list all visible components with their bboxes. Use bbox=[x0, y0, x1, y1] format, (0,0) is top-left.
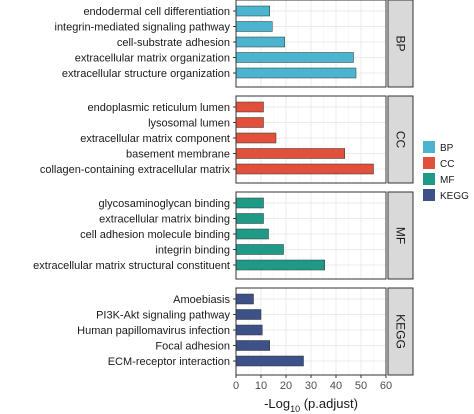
bar-mf-1 bbox=[235, 197, 264, 209]
category-label: integrin-mediated signaling pathway bbox=[55, 22, 231, 34]
bar-cc-3 bbox=[235, 132, 277, 144]
legend-label-bp: BP bbox=[440, 143, 454, 154]
bar-kegg-1 bbox=[235, 293, 254, 305]
facet-strip bbox=[387, 287, 414, 376]
category-label: collagen-containing extracellular matrix bbox=[40, 164, 231, 176]
bar-cc-1 bbox=[235, 101, 264, 113]
category-label: extracellular structure organization bbox=[62, 68, 230, 80]
bar-cc-5 bbox=[235, 163, 374, 175]
category-label: Amoebiasis bbox=[173, 294, 230, 306]
panel-cc: endoplasmic reticulum lumen lysosomal lum… bbox=[40, 95, 414, 184]
bar-cc-4 bbox=[235, 148, 345, 159]
bar-kegg-5 bbox=[235, 355, 304, 367]
bar-mf-3 bbox=[235, 228, 269, 240]
category-label: extracellular matrix component bbox=[80, 133, 230, 145]
bar-bp-4 bbox=[235, 52, 354, 63]
category-label: glycosaminoglycan binding bbox=[99, 198, 230, 210]
bar-kegg-2 bbox=[235, 309, 262, 320]
category-label: basement membrane bbox=[126, 149, 230, 161]
x-tick-label: 0 bbox=[233, 380, 239, 392]
x-tick-label: 50 bbox=[355, 380, 367, 392]
facet-strip bbox=[387, 0, 414, 88]
x-tick-label: 60 bbox=[380, 380, 392, 392]
category-label: Focal adhesion bbox=[155, 341, 230, 353]
x-axis-title-main: -Log bbox=[264, 396, 290, 411]
legend-label-kegg: KEGG bbox=[440, 191, 469, 202]
category-label: PI3K-Akt signaling pathway bbox=[96, 310, 230, 322]
x-tick-label: 20 bbox=[280, 380, 292, 392]
bar-cc-2 bbox=[235, 117, 264, 128]
legend: BP CC MF KEGG bbox=[423, 141, 469, 202]
bar-bp-5 bbox=[235, 67, 357, 79]
x-tick-label: 40 bbox=[330, 380, 342, 392]
category-label: endodermal cell differentiation bbox=[83, 6, 230, 18]
facet-strip bbox=[387, 191, 414, 280]
legend-swatch-bp bbox=[423, 141, 435, 153]
category-label: cell adhesion molecule binding bbox=[80, 229, 230, 241]
panel-border bbox=[235, 0, 387, 88]
facet-strip-label: CC bbox=[394, 131, 408, 149]
legend-swatch-kegg bbox=[423, 189, 435, 201]
category-label: cell-substrate adhesion bbox=[117, 37, 230, 49]
category-label: endoplasmic reticulum lumen bbox=[88, 102, 230, 114]
category-label: extracellular matrix binding bbox=[99, 214, 230, 226]
category-label: integrin binding bbox=[155, 245, 230, 257]
x-axis-title-rest: (p.adjust) bbox=[300, 396, 358, 411]
legend-label-cc: CC bbox=[440, 159, 454, 170]
facet-strip-label: MF bbox=[394, 227, 408, 244]
bar-bp-2 bbox=[235, 21, 273, 32]
x-tick-label: 10 bbox=[255, 380, 267, 392]
category-label: ECM-receptor interaction bbox=[108, 356, 230, 368]
panel-border bbox=[235, 191, 387, 280]
bar-bp-3 bbox=[235, 36, 285, 48]
category-label: Human papillomavirus infection bbox=[77, 325, 230, 337]
bar-mf-2 bbox=[235, 213, 264, 224]
panel-kegg: Amoebiasis PI3K-Akt signaling pathway Huma… bbox=[77, 287, 414, 376]
legend-label-mf: MF bbox=[440, 175, 454, 186]
x-axis-title-subscript: 10 bbox=[290, 404, 300, 414]
bar-mf-4 bbox=[235, 244, 284, 255]
legend-swatch-cc bbox=[423, 157, 435, 169]
x-axis-title: -Log10 (p.adjust) bbox=[264, 396, 358, 414]
category-label: extracellular matrix organization bbox=[75, 53, 230, 65]
legend-swatch-mf bbox=[423, 173, 435, 185]
facet-strip bbox=[387, 95, 414, 184]
panel-mf: glycosaminoglycan binding extracellular m… bbox=[33, 191, 414, 280]
bar-kegg-3 bbox=[235, 324, 263, 336]
facet-strip-label: BP bbox=[394, 35, 408, 51]
category-label: extracellular matrix structural constitu… bbox=[33, 260, 230, 272]
bar-kegg-4 bbox=[235, 340, 270, 351]
bar-mf-5 bbox=[235, 259, 325, 271]
panel-border bbox=[235, 95, 387, 184]
category-label: lysosomal lumen bbox=[148, 118, 230, 130]
bar-bp-1 bbox=[235, 5, 270, 17]
facet-strip-label: KEGG bbox=[394, 314, 408, 349]
panel-bp: endodermal cell differentiation integrin-… bbox=[55, 0, 414, 88]
x-tick-label: 30 bbox=[305, 380, 317, 392]
